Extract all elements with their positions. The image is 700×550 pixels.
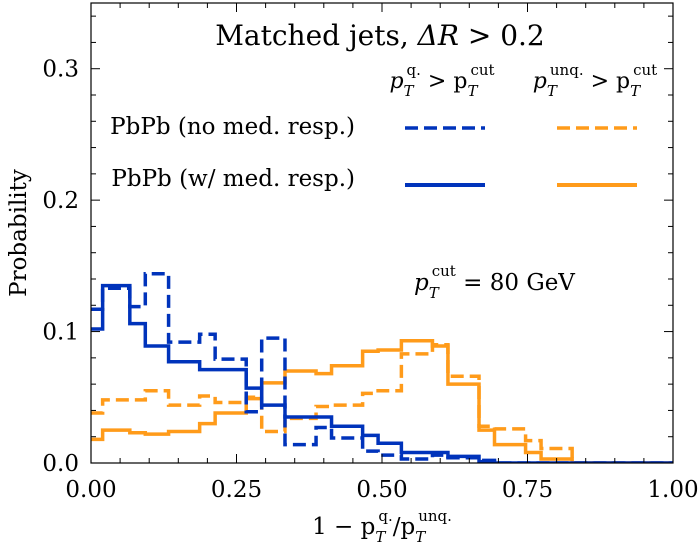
legend-header-unquenched: pTunq. > pTcut — [533, 61, 657, 100]
x-tick-label: 0.50 — [356, 477, 407, 503]
x-tick-label: 1.00 — [647, 477, 698, 503]
tick-layer — [90, 3, 674, 464]
series-line-1 — [91, 283, 673, 463]
y-tick-label: 0.3 — [42, 57, 79, 83]
ticklabel-layer: 0.00 0.25 0.50 0.75 1.00 0.0 0.1 0.2 0.3 — [42, 57, 698, 503]
legend-row-with-med-resp: PbPb (w/ med. resp.) — [111, 166, 355, 192]
series-line-3 — [91, 339, 673, 463]
y-axis-label: Probability — [6, 169, 32, 297]
x-tick-label: 0.75 — [502, 477, 553, 503]
y-tick-label: 0.1 — [42, 320, 79, 346]
series-line-0 — [91, 271, 673, 463]
pt-cut-annotation: pTcut = 80 GeV — [414, 262, 575, 302]
x-tick-label: 0.25 — [211, 477, 262, 503]
x-axis-label: 1 − pTq./pTunq. — [312, 507, 452, 546]
series-layer — [91, 271, 673, 463]
chart-title: Matched jets, ΔR > 0.2 — [215, 19, 545, 52]
legend-row-no-med-resp: PbPb (no med. resp.) — [110, 114, 355, 140]
y-tick-label: 0.2 — [42, 188, 79, 214]
x-tick-label: 0.00 — [65, 477, 116, 503]
legend-header-quenched: pTq. > pTcut — [389, 61, 494, 100]
y-tick-label: 0.0 — [42, 451, 79, 477]
